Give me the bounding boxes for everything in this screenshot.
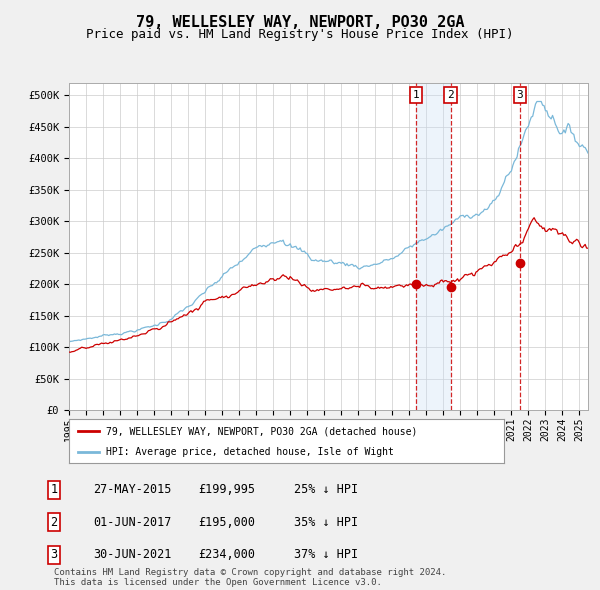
Text: 1: 1 [413,90,419,100]
Text: Price paid vs. HM Land Registry's House Price Index (HPI): Price paid vs. HM Land Registry's House … [86,28,514,41]
Text: 27-MAY-2015: 27-MAY-2015 [93,483,172,496]
Text: £199,995: £199,995 [198,483,255,496]
Text: £234,000: £234,000 [198,548,255,561]
Text: 3: 3 [517,90,523,100]
Text: 2: 2 [50,516,58,529]
Text: 37% ↓ HPI: 37% ↓ HPI [294,548,358,561]
Text: 30-JUN-2021: 30-JUN-2021 [93,548,172,561]
Text: 35% ↓ HPI: 35% ↓ HPI [294,516,358,529]
Text: Contains HM Land Registry data © Crown copyright and database right 2024.
This d: Contains HM Land Registry data © Crown c… [54,568,446,587]
Text: £195,000: £195,000 [198,516,255,529]
Bar [416,83,451,410]
Text: 01-JUN-2017: 01-JUN-2017 [93,516,172,529]
Text: 25% ↓ HPI: 25% ↓ HPI [294,483,358,496]
Text: 3: 3 [50,548,58,561]
Text: 79, WELLESLEY WAY, NEWPORT, PO30 2GA: 79, WELLESLEY WAY, NEWPORT, PO30 2GA [136,15,464,30]
Text: HPI: Average price, detached house, Isle of Wight: HPI: Average price, detached house, Isle… [106,447,394,457]
Text: 1: 1 [50,483,58,496]
Text: 2: 2 [447,90,454,100]
Text: 79, WELLESLEY WAY, NEWPORT, PO30 2GA (detached house): 79, WELLESLEY WAY, NEWPORT, PO30 2GA (de… [106,427,418,436]
